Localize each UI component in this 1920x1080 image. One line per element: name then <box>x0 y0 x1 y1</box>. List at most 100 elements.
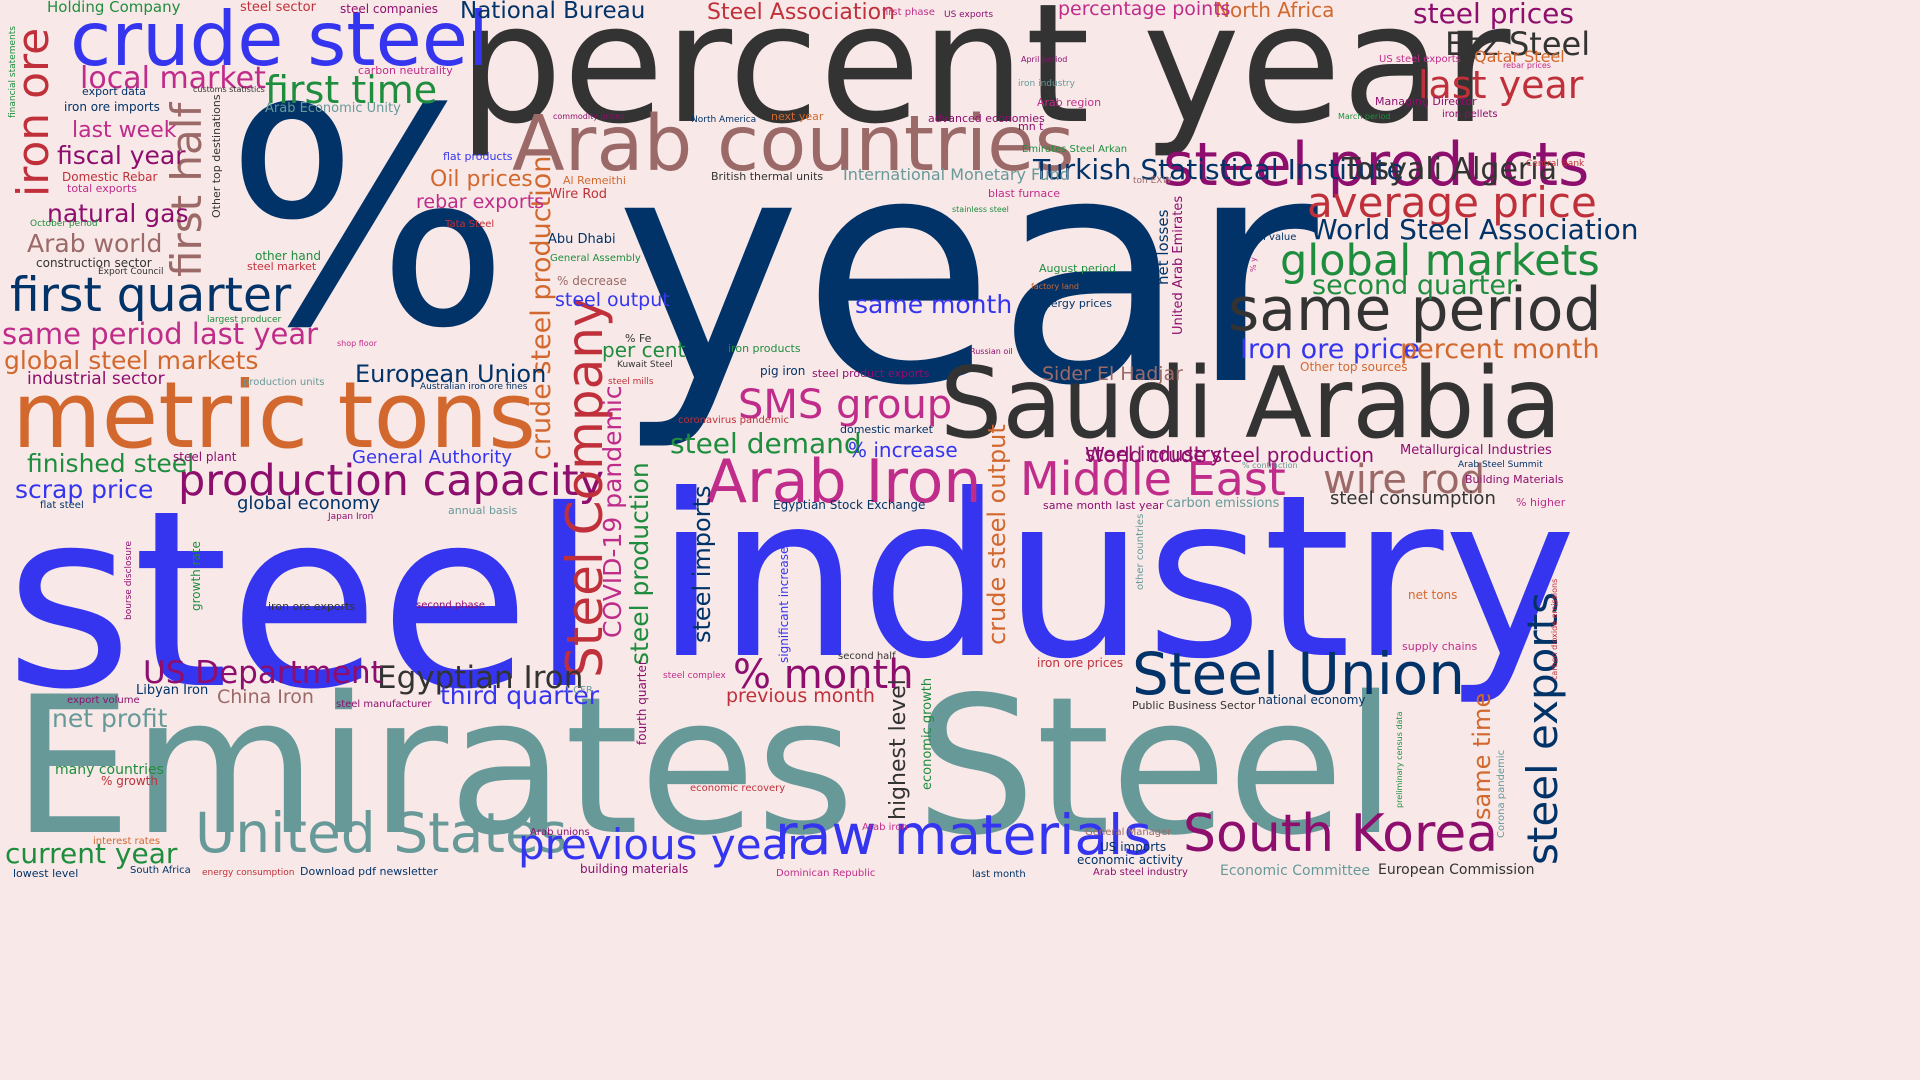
word-percent-growth: % growth <box>101 774 158 788</box>
word-april-period: April period <box>1021 55 1068 64</box>
word-percentage-points: percentage points <box>1058 0 1231 20</box>
word-previous-month: previous month <box>726 685 875 707</box>
word-south-korea: South Korea <box>1183 804 1499 864</box>
word-iron-ore-price: Iron ore price <box>1240 334 1421 365</box>
word-second-quarter: second quarter <box>1312 270 1518 301</box>
word-oil-prices: Oil prices <box>430 167 533 192</box>
word-global-steel-markets: global steel markets <box>4 346 259 375</box>
word-percent: % <box>225 45 511 394</box>
word-per-cent: per cent <box>602 338 686 362</box>
word-first-time: first time <box>265 68 438 112</box>
word-customs-statistics: customs statistics <box>193 85 265 94</box>
word-dominican-republic: Dominican Republic <box>776 868 876 879</box>
word-highest-level: highest level <box>886 679 911 820</box>
word-energy-prices: energy prices <box>1037 297 1112 310</box>
word-next-year: next year <box>771 110 824 123</box>
word-economic-recovery: economic recovery <box>690 783 786 794</box>
word-download-pdf-newsletter: Download pdf newsletter <box>300 865 438 878</box>
word-bourse-disclosure: bourse disclosure <box>124 540 134 620</box>
word-iron-ore-imports: iron ore imports <box>64 100 160 114</box>
word-percent-increase: % increase <box>848 438 958 462</box>
word-export-volume: export volume <box>67 695 140 706</box>
word-same-month-last-year: same month last year <box>1043 499 1164 512</box>
word-last-week: last week <box>72 118 177 143</box>
word-united-arab-emirates: United Arab Emirates <box>1171 195 1186 335</box>
word-iron-products: iron products <box>728 342 801 355</box>
word-ton-exw: ton EXW <box>1133 176 1172 186</box>
word-international-monetary-fund: International Monetary Fund <box>843 165 1070 184</box>
word-export-council: Export Council <box>98 267 164 277</box>
word-central-bank: Central Bank <box>1526 159 1585 169</box>
word-flat-steel: flat steel <box>40 500 84 511</box>
word-general-assembly: General Assembly <box>550 253 641 264</box>
word-arab-iron: Arab iron <box>862 822 908 833</box>
word-steel-plant: steel plant <box>173 450 237 464</box>
word-iron-industry: iron industry <box>1018 79 1075 89</box>
word-fiscal-year: fiscal year <box>57 141 186 170</box>
word-production-units: production units <box>243 377 325 388</box>
word-national-bureau: National Bureau <box>460 0 646 24</box>
word-iron-ore-exports: iron ore exports <box>268 600 356 613</box>
word-world-steel-association: World Steel Association <box>1310 213 1639 246</box>
word-steel-manufacturer: steel manufacturer <box>336 699 432 710</box>
word-us-steel-exports: US steel exports <box>1379 54 1461 65</box>
word-industry: industry <box>655 447 1577 709</box>
word-arab-region: Arab region <box>1037 96 1102 109</box>
word-fourth-quarter: fourth quarter <box>635 660 649 745</box>
word-t-cfr: t CFR <box>566 685 593 696</box>
word-wire-rod: wire rod <box>1323 457 1486 503</box>
word-tata-steel: Tata Steel <box>445 219 495 230</box>
word-domestic-market: domestic market <box>840 423 933 436</box>
word-total-value: total value <box>1243 232 1297 243</box>
word-local-market: local market <box>80 61 266 96</box>
word-same-month: same month <box>855 290 1013 319</box>
word-tosyali-algeria: Tosyali Algeria <box>1342 152 1557 187</box>
word-total-exports: total exports <box>67 182 138 195</box>
word-steel-sector: steel sector <box>240 0 316 15</box>
word-other-countries: other countries <box>1135 513 1146 590</box>
word-steel-prices: steel prices <box>1413 0 1574 30</box>
word-us-exports: US exports <box>944 10 994 20</box>
word-economic-activity: economic activity <box>1077 853 1183 867</box>
word-finished-steel: finished steel <box>27 449 195 478</box>
word-building-materials: building materials <box>580 862 689 876</box>
word-economic-committee: Economic Committee <box>1220 863 1370 879</box>
word-last-month: last month <box>972 869 1026 880</box>
word-first-phase: first phase <box>882 7 935 18</box>
word-ezz-steel: Ezz Steel <box>1445 25 1591 63</box>
word-flat-products: flat products <box>443 150 513 163</box>
word-construction-sector: construction sector <box>36 256 152 270</box>
word-libyan-iron: Libyan Iron <box>136 683 209 698</box>
word-us-department: US Department <box>143 655 383 691</box>
word-global-economy: global economy <box>237 493 381 514</box>
word-egyptian-stock-exchange: Egyptian Stock Exchange <box>773 498 926 512</box>
word-net-profit: net profit <box>52 704 168 733</box>
word-energy-consumption: energy consumption <box>202 868 295 878</box>
word-percent-month: percent month <box>1400 334 1600 365</box>
word-industrial-sector: industrial sector <box>27 369 165 389</box>
word-average-price: average price <box>1307 178 1597 227</box>
word-steel-companies: steel companies <box>340 2 439 16</box>
word-general-authority: General Authority <box>352 447 512 468</box>
word-qatar-steel: Qatar Steel <box>1474 47 1565 66</box>
word-arab-steel-industry: Arab steel industry <box>1093 867 1188 878</box>
word-steel-consumption: steel consumption <box>1330 488 1496 509</box>
word-turkish-statistical-institute: Turkish Statistical Institute <box>1033 153 1404 186</box>
word-advanced-economies: advanced economies <box>928 112 1045 125</box>
word-stainless-steel: stainless steel <box>952 205 1009 214</box>
word-natural-gas: natural gas <box>47 199 189 228</box>
word-pig-iron: pig iron <box>760 364 806 378</box>
word-other-top-sources: Other top sources <box>1300 360 1408 374</box>
word-previous-year: previous year <box>518 820 805 869</box>
word-kuwait-steel: Kuwait Steel <box>617 360 673 370</box>
word-financial-statements: financial statements <box>8 26 18 118</box>
word-arab-economic-unity: Arab Economic Unity <box>265 101 401 116</box>
word-russian-oil: Russian oil <box>970 347 1013 356</box>
word-third-quarter: third quarter <box>440 681 600 710</box>
word-supply-chains: supply chains <box>1402 640 1478 653</box>
word-wire-rod: Wire Rod <box>549 187 608 202</box>
word-saudi-arabia: Saudi Arabia <box>940 347 1562 461</box>
word-raw-materials: raw materials <box>775 803 1152 867</box>
word-iron-pellets: iron pellets <box>1442 109 1498 120</box>
word-same-time: same time <box>1468 692 1496 820</box>
